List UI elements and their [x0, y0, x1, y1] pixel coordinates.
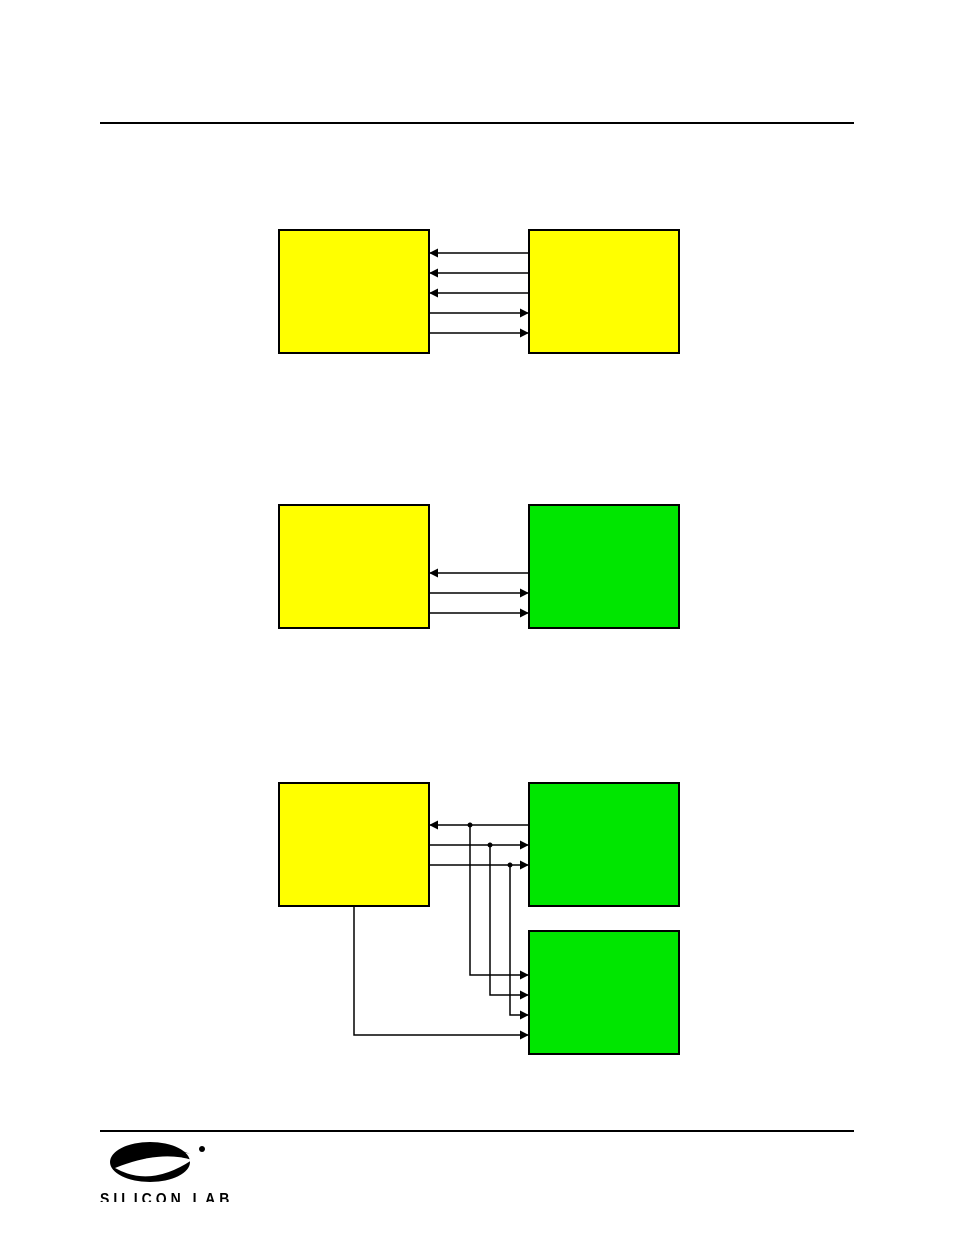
connection-line [490, 845, 528, 995]
silicon-labs-logo: SILICON LABS [100, 1140, 230, 1202]
page-canvas: SILICON LABS [0, 0, 954, 1235]
diagram-arrows-layer [0, 0, 954, 1235]
footer-divider [100, 1130, 854, 1132]
connection-line [510, 865, 528, 1015]
svg-text:SILICON LABS: SILICON LABS [100, 1191, 230, 1202]
connection-line [354, 907, 528, 1035]
connection-line [470, 825, 528, 975]
